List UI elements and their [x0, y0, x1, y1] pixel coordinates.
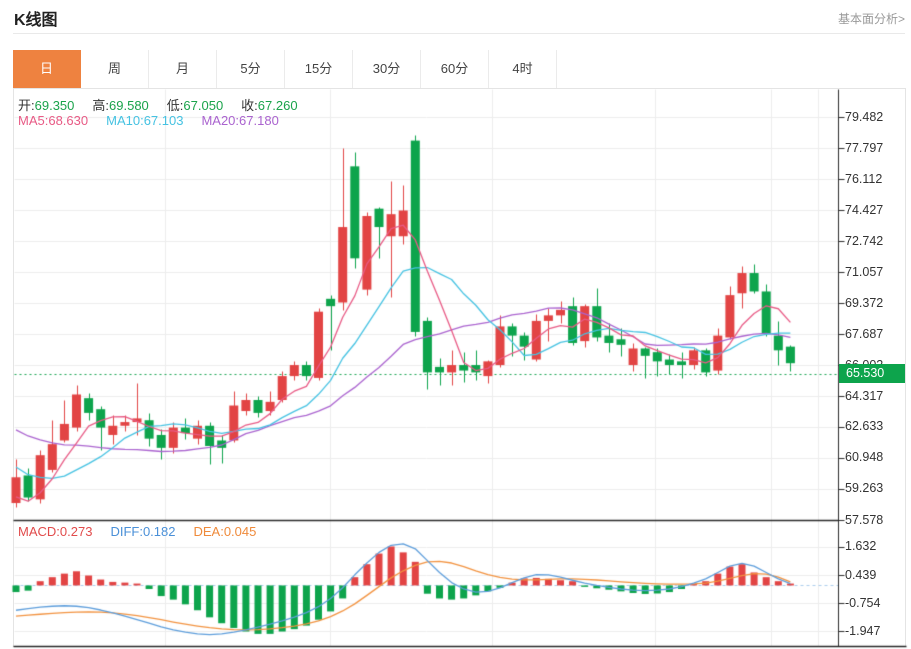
price-axis-label: 79.482 [845, 109, 884, 124]
legend-value: 67.050 [183, 98, 224, 113]
price-axis-label: 59.263 [845, 481, 884, 496]
tab-日[interactable]: 日 [13, 50, 81, 88]
macd-legend: MACD:0.273 DIFF:0.182 DEA:0.045 [18, 524, 274, 539]
macd-axis-label: 0.439 [845, 567, 877, 582]
legend-label: 高: [92, 98, 110, 113]
tab-15分[interactable]: 15分 [285, 50, 353, 88]
legend-value: 0.273 [59, 524, 93, 539]
legend-label: DIFF: [110, 524, 143, 539]
ohlc-legend-item: 开:69.350 [18, 98, 74, 113]
ma-legend-item: MA20:67.180 [201, 113, 278, 128]
legend-label: MA20: [201, 113, 240, 128]
price-axis-label: 69.372 [845, 295, 884, 310]
ohlc-legend-item: 低:67.050 [167, 98, 223, 113]
price-axis-label: 71.057 [845, 264, 884, 279]
macd-legend-item: DEA:0.045 [193, 524, 256, 539]
legend-value: 68.630 [48, 113, 89, 128]
tab-60分[interactable]: 60分 [421, 50, 489, 88]
legend-label: MA5: [18, 113, 49, 128]
price-axis-label: 74.427 [845, 202, 884, 217]
legend-value: 0.182 [142, 524, 176, 539]
price-axis-label: 60.948 [845, 450, 884, 465]
legend-value: 69.580 [109, 98, 149, 113]
ohlc-legend-item: 高:69.580 [92, 98, 148, 113]
legend-label: 收: [241, 98, 258, 113]
tab-30分[interactable]: 30分 [353, 50, 421, 88]
macd-legend-item: DIFF:0.182 [110, 524, 175, 539]
ma-legend-item: MA5:68.630 [18, 113, 88, 128]
tab-4时[interactable]: 4时 [489, 50, 557, 88]
macd-axis-label: 1.632 [845, 539, 877, 554]
price-axis-label: 62.633 [845, 419, 884, 434]
tab-周[interactable]: 周 [81, 50, 149, 88]
legend-value: 0.045 [223, 524, 257, 539]
legend-label: MA10: [106, 113, 144, 128]
legend-label: DEA: [193, 524, 224, 539]
legend-label: 低: [166, 98, 184, 113]
ma-legend: MA5:68.630 MA10:67.103 MA20:67.180 [18, 113, 297, 128]
tab-月[interactable]: 月 [149, 50, 217, 88]
legend-value: 69.350 [34, 98, 75, 113]
legend-label: 开: [18, 98, 35, 113]
fundamental-analysis-link[interactable]: 基本面分析> [837, 12, 905, 26]
price-axis-label: 76.112 [845, 171, 883, 186]
price-axis-label: 67.687 [845, 326, 884, 341]
title-divider [13, 33, 905, 34]
legend-value: 67.180 [239, 113, 279, 128]
tab-5分[interactable]: 5分 [217, 50, 285, 88]
price-axis-label: 64.317 [845, 388, 884, 403]
legend-value: 67.103 [143, 113, 184, 128]
ohlc-legend: 开:69.350 高:69.580 低:67.050 收:67.260 [18, 95, 316, 114]
macd-legend-item: MACD:0.273 [18, 524, 92, 539]
macd-axis-label: -0.754 [845, 595, 881, 610]
interval-tab-bar: 日周月 5分 15分 30分 60分 4时 [13, 50, 906, 89]
price-axis-label: 77.797 [845, 140, 884, 155]
ohlc-legend-item: 收:67.260 [241, 98, 297, 113]
legend-label: MACD: [18, 524, 60, 539]
price-axis-label: 72.742 [845, 233, 884, 248]
page-title: K线图 [14, 12, 58, 29]
last-price-badge: 65.530 [839, 364, 905, 384]
ma-legend-item: MA10:67.103 [106, 113, 183, 128]
macd-axis-label: -1.947 [845, 623, 881, 638]
legend-value: 67.260 [257, 98, 298, 113]
price-axis-label: 57.578 [845, 512, 884, 527]
